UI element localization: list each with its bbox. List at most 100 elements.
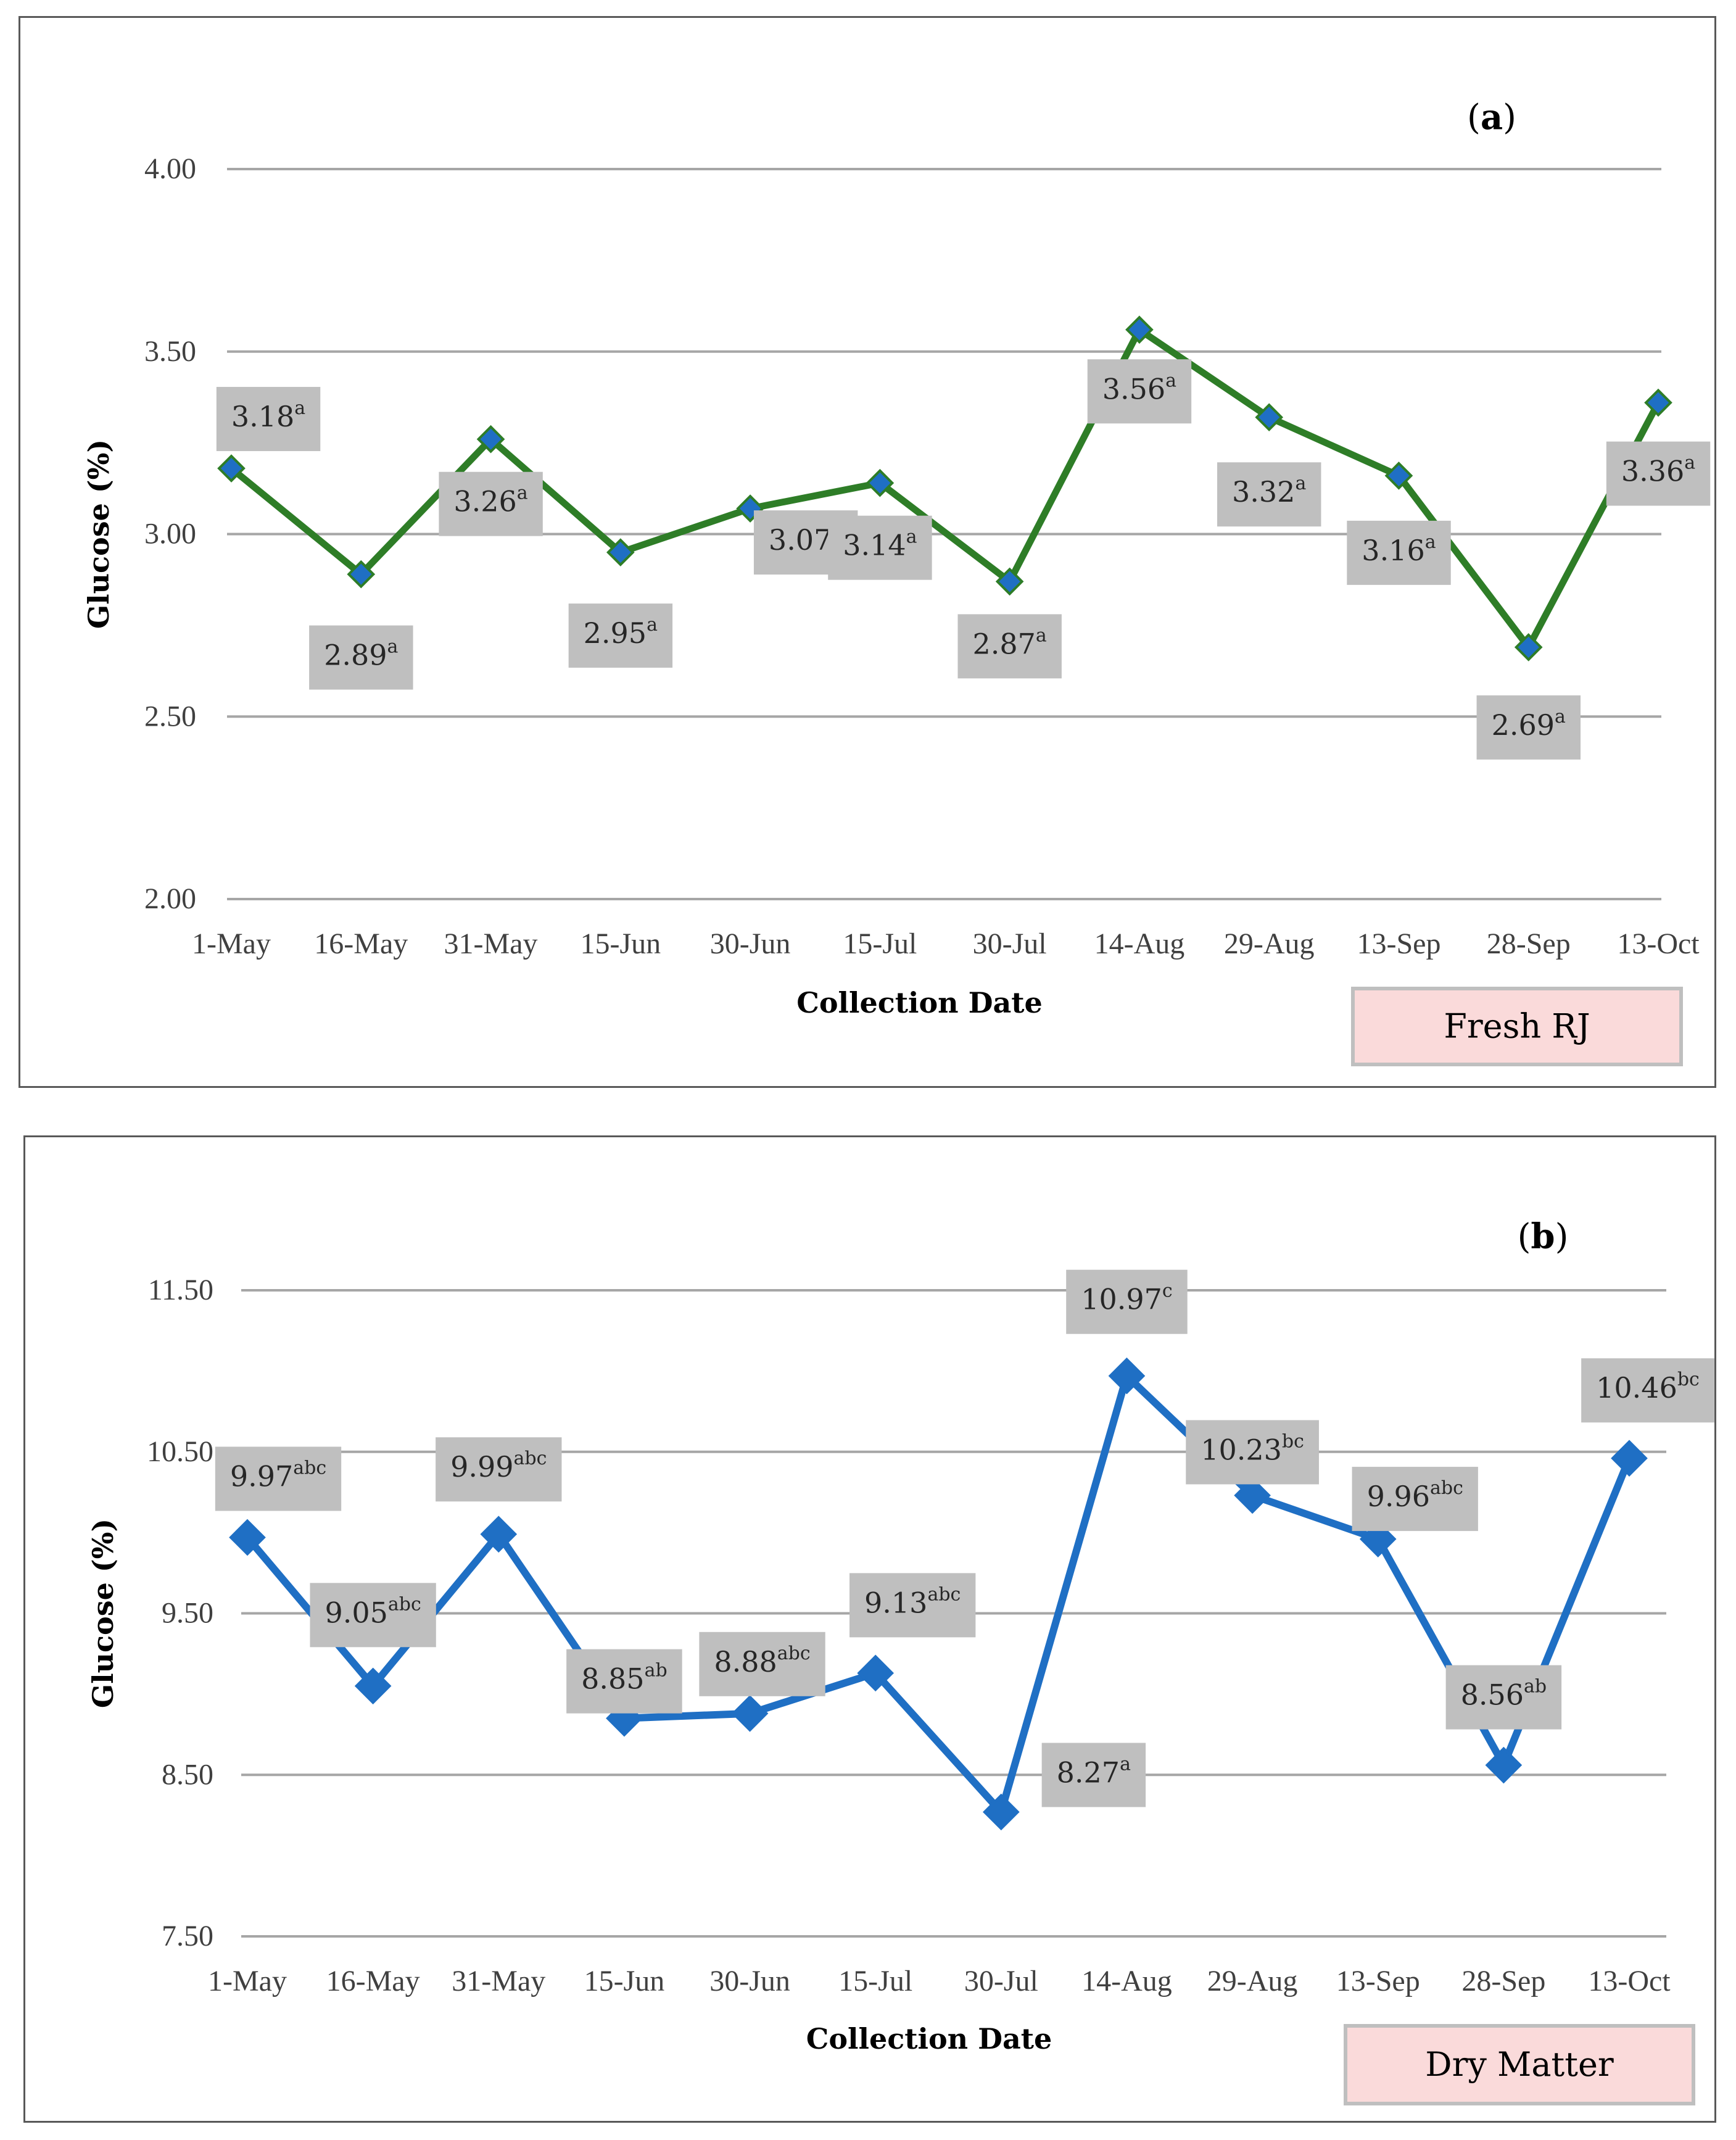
data-label-text: 10.97c (1081, 1280, 1173, 1316)
data-label-text: 10.46bc (1596, 1369, 1700, 1404)
data-label-box (1347, 520, 1451, 585)
x-tick-label: 29-Aug (1224, 927, 1315, 960)
y-tick-label: 2.50 (144, 700, 196, 732)
data-label-box (1606, 441, 1711, 506)
data-label: 9.05abc (310, 1583, 436, 1648)
data-label-text: 8.88abc (714, 1643, 810, 1678)
data-point (229, 1519, 266, 1556)
legend-text: Fresh RJ (1444, 1007, 1590, 1046)
data-point (476, 425, 505, 454)
data-point (1485, 1746, 1523, 1784)
data-label: 8.88abc (699, 1632, 825, 1696)
data-label-text: 3.26a (453, 483, 527, 518)
data-label: 2.95a (568, 603, 673, 668)
x-tick-label: 30-Jun (710, 927, 791, 960)
y-axis-title: Glucose (%) (82, 439, 115, 629)
y-tick-label: 2.00 (144, 882, 196, 915)
x-tick-label: 15-Jul (843, 927, 917, 960)
data-label: 9.99abc (436, 1437, 562, 1502)
data-label-text: 3.14a (843, 526, 917, 562)
data-label-text: 2.89a (324, 636, 398, 672)
data-label-text: 3.18a (231, 397, 305, 433)
data-label-box (957, 614, 1062, 679)
x-tick-label: 28-Sep (1461, 1965, 1545, 1997)
data-label-box (1581, 1358, 1714, 1423)
data-label: 9.96abc (1352, 1467, 1478, 1532)
x-tick-label: 13-Oct (1588, 1965, 1671, 1997)
data-label-box (436, 1437, 562, 1502)
data-label-box (439, 471, 543, 536)
data-label: 3.16a (1347, 520, 1451, 585)
y-tick-label: 8.50 (162, 1758, 213, 1791)
data-label: 3.32a (1217, 462, 1321, 527)
data-label: 3.56a (1087, 359, 1192, 424)
x-tick-label: 15-Jun (584, 1965, 665, 1997)
y-tick-label: 9.50 (162, 1597, 213, 1630)
data-label-box (566, 1649, 682, 1714)
x-tick-label: 28-Sep (1487, 927, 1571, 960)
data-point (1644, 388, 1672, 417)
data-label-text: 8.85ab (581, 1660, 668, 1696)
data-label-box (1217, 462, 1321, 527)
data-point (480, 1516, 518, 1553)
y-tick-label: 3.50 (144, 335, 196, 368)
panel-label: (a) (1467, 97, 1516, 138)
chart-panel-b: 7.50 8.50 9.50 10.50 11.50 1-May 16-May 31-May 1… (23, 1135, 1716, 2123)
y-tick-label: 7.50 (162, 1920, 213, 1952)
data-label-box (215, 1446, 342, 1511)
data-label-text: 8.56ab (1461, 1676, 1547, 1712)
data-point (1611, 1440, 1648, 1477)
data-label: 2.69a (1476, 695, 1581, 760)
x-tick-label: 31-May (444, 927, 538, 960)
data-label-box (1186, 1420, 1319, 1485)
data-point (857, 1654, 895, 1692)
data-label-box (310, 1583, 436, 1648)
data-label-box (1445, 1665, 1562, 1730)
chart-panel-a: 2.00 2.50 3.00 3.50 4.00 1-May 16-May 31-May 15-… (19, 16, 1716, 1088)
x-tick-label: 15-Jun (580, 927, 661, 960)
data-label-box (849, 1573, 976, 1638)
data-label-box (699, 1632, 825, 1696)
data-point (347, 560, 376, 589)
data-label: 9.97abc (215, 1446, 342, 1511)
y-tick-label: 4.00 (144, 152, 196, 185)
data-label-text: 3.56a (1102, 370, 1176, 405)
y-tick-label: 10.50 (147, 1435, 213, 1468)
legend-box (1351, 987, 1683, 1066)
data-point (982, 1793, 1020, 1831)
data-label: 2.89a (309, 625, 413, 690)
data-label: 3.14a (828, 515, 932, 580)
x-tick-label: 1-May (208, 1965, 287, 1997)
y-tick-label: 11.50 (148, 1274, 213, 1306)
data-point (1108, 1357, 1146, 1395)
x-tick-label: 31-May (452, 1965, 545, 1997)
data-point (731, 1694, 769, 1732)
x-tick-label: 15-Jul (838, 1965, 912, 1997)
data-point (995, 567, 1024, 596)
y-tick-label: 3.00 (144, 518, 196, 550)
data-label: 3.18a (216, 387, 321, 452)
data-label: 8.56ab (1445, 1665, 1562, 1730)
data-label-box (1066, 1269, 1188, 1334)
data-label-text: 9.99abc (450, 1448, 547, 1483)
x-tick-label: 13-Sep (1336, 1965, 1420, 1997)
y-axis-title: Glucose (%) (86, 1519, 120, 1708)
data-label: 2.87a (957, 614, 1062, 679)
data-label-box (309, 625, 413, 690)
legend-text: Dry Matter (1425, 2045, 1614, 2084)
data-point (866, 468, 895, 497)
x-tick-label: 13-Oct (1617, 927, 1700, 960)
data-label-text: 8.27a (1057, 1753, 1131, 1789)
x-tick-label: 13-Sep (1357, 927, 1440, 960)
data-point (1125, 315, 1154, 344)
data-label-box (828, 515, 932, 580)
data-label: 3.26a (439, 471, 543, 536)
data-label: 10.97c (1066, 1269, 1188, 1334)
data-point (217, 454, 246, 483)
data-label-text: 2.95a (584, 614, 658, 650)
data-label: 8.27a (1041, 1743, 1146, 1807)
legend-box (1344, 2024, 1695, 2105)
data-label-box (1087, 359, 1192, 424)
x-tick-label: 1-May (192, 927, 271, 960)
data-label-box (1041, 1743, 1146, 1807)
